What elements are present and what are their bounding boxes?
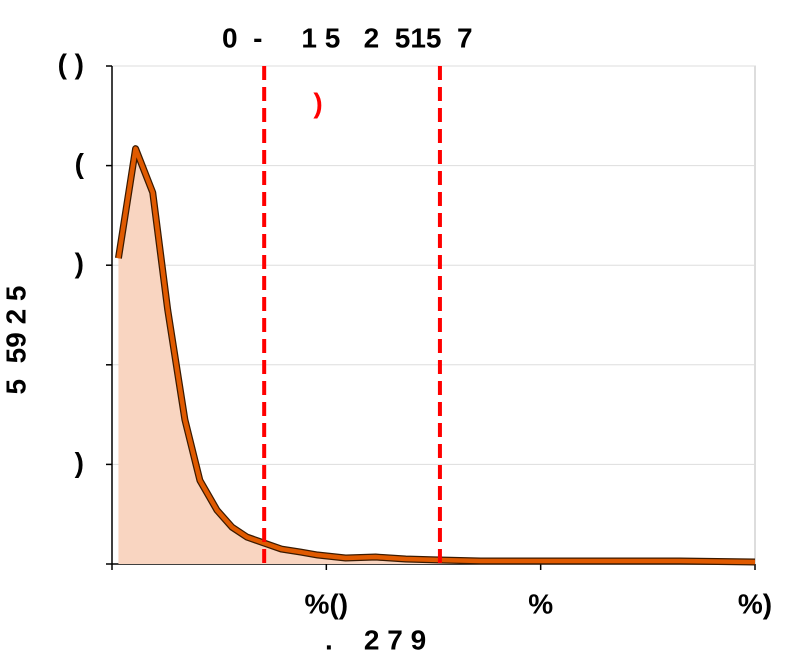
y-tick-label: ( ) [58,48,84,79]
annotation: ) [313,87,322,118]
line [116,146,756,565]
y-axis-label: 5 59 2 5 [0,286,31,395]
y-tick-label: ) [75,248,84,279]
y-tick-label: ( [75,148,85,179]
x-tick-label: %() [305,588,349,619]
area [118,148,756,564]
line-outline [114,145,756,566]
x-tick-label: %) [738,588,772,619]
x-tick-label: % [528,588,553,619]
x-axis-label: . 2 7 9 [325,624,426,655]
y-tick-label: ) [75,447,84,478]
chart-title: 0 - 1 5 2 515 7 [222,22,473,53]
